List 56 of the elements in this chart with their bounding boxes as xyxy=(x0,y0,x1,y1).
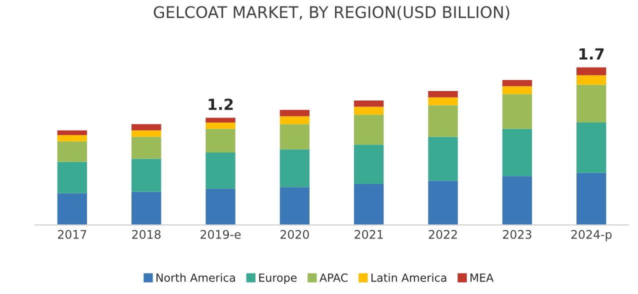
x-tick-label: 2018 xyxy=(132,230,161,239)
bar xyxy=(428,97,458,106)
bar xyxy=(502,128,532,176)
legend-label: Latin America xyxy=(371,273,446,282)
bar xyxy=(354,114,384,145)
bar xyxy=(57,193,88,225)
chart-title: GELCOAT MARKET, BY REGION(USD BILLION) xyxy=(154,6,510,20)
bar xyxy=(354,106,384,115)
legend-label: Europe xyxy=(259,274,297,284)
x-tick-label: 2024-p xyxy=(571,230,612,242)
x-tick-label: 2017 xyxy=(58,230,86,239)
bar xyxy=(132,124,162,130)
bar xyxy=(354,184,384,225)
x-tick-label: 2019-e xyxy=(200,230,241,239)
bar xyxy=(57,130,88,136)
bar xyxy=(280,124,310,150)
x-tick-label: 2023 xyxy=(503,230,532,239)
bar xyxy=(576,75,606,85)
bar xyxy=(354,100,384,107)
bar xyxy=(428,91,458,98)
annotation: 1.7 xyxy=(580,48,604,60)
bar xyxy=(354,144,384,184)
bar xyxy=(428,180,458,225)
bar xyxy=(576,67,606,76)
x-tick-label: 2022 xyxy=(428,230,457,239)
bar xyxy=(428,105,458,137)
bar xyxy=(502,94,532,129)
bar xyxy=(576,122,606,173)
bar xyxy=(132,192,162,225)
bar xyxy=(502,176,532,225)
bar xyxy=(206,122,236,129)
bar xyxy=(57,162,88,194)
bar xyxy=(576,172,606,225)
legend-label: APAC xyxy=(319,273,348,282)
bar xyxy=(57,141,88,162)
bar xyxy=(132,158,162,192)
bar xyxy=(206,152,236,189)
legend-label: North America xyxy=(156,273,235,282)
bar xyxy=(502,80,532,86)
bar xyxy=(206,118,236,123)
bar xyxy=(280,149,310,188)
annotation: 1.2 xyxy=(208,98,233,110)
bar xyxy=(280,187,310,225)
bar xyxy=(132,136,162,159)
bar xyxy=(206,188,236,225)
bar xyxy=(280,116,310,124)
bar xyxy=(132,130,162,137)
x-tick-label: 2020 xyxy=(280,230,309,239)
x-tick-label: 2021 xyxy=(354,230,383,239)
bar xyxy=(280,110,310,116)
bar xyxy=(57,135,88,142)
bar xyxy=(428,136,458,181)
bar xyxy=(206,128,236,152)
bar xyxy=(576,84,606,123)
legend-label: MEA xyxy=(470,274,494,282)
bar xyxy=(502,86,532,94)
